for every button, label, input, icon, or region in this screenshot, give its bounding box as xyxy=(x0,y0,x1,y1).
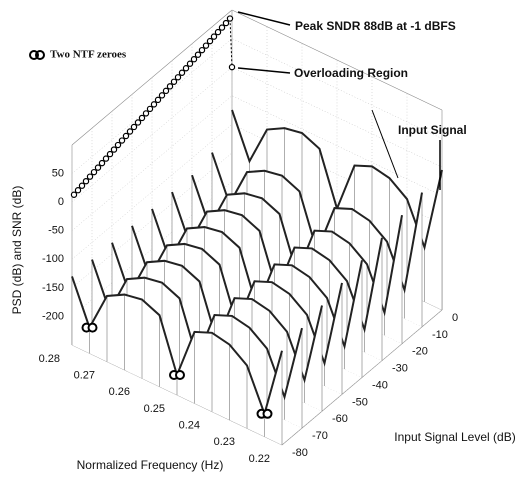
annotation: Peak SNDR 88dB at -1 dBFS xyxy=(295,19,456,33)
z-tick-label: 50 xyxy=(52,167,64,179)
snr-point xyxy=(219,25,224,30)
snr-point xyxy=(203,43,208,48)
z-tick-label: -200 xyxy=(42,310,64,322)
snr-point xyxy=(123,133,128,138)
snr-point xyxy=(227,16,232,21)
x-tick-label: 0.24 xyxy=(179,420,200,432)
snr-point xyxy=(215,29,220,34)
snr-point xyxy=(83,179,88,184)
y-tick-label: -30 xyxy=(392,363,408,375)
snr-point xyxy=(159,93,164,98)
snr-point xyxy=(111,147,116,152)
page: 500-50-100-150-2000.280.270.260.250.240.… xyxy=(0,0,522,479)
y-tick-label: -40 xyxy=(372,379,388,391)
snr-point xyxy=(171,79,176,84)
snr-point xyxy=(155,97,160,102)
snr-point xyxy=(187,61,192,66)
snr-point xyxy=(95,165,100,170)
z-tick-label: -100 xyxy=(42,253,64,265)
snr-point xyxy=(143,111,148,116)
snr-point xyxy=(223,20,228,25)
snr-point xyxy=(183,66,188,71)
snr-point xyxy=(195,52,200,57)
x-axis-label: Normalized Frequency (Hz) xyxy=(77,458,224,472)
legend-label: Two NTF zeroes xyxy=(50,49,127,61)
snr-point xyxy=(163,88,168,93)
snr-point xyxy=(99,161,104,166)
snr-point xyxy=(103,156,108,161)
annotation-arrow xyxy=(238,68,290,73)
snr-point xyxy=(115,142,120,147)
annotation: Input Signal xyxy=(398,123,467,137)
snr-point xyxy=(135,120,140,125)
snr-point xyxy=(151,102,156,107)
snr-point xyxy=(107,151,112,156)
snr-point xyxy=(167,84,172,89)
snr-point xyxy=(87,174,92,179)
snr-point xyxy=(147,106,152,111)
ntf-zero-marker xyxy=(176,371,184,379)
y-tick-label: -80 xyxy=(292,447,308,459)
snr-point xyxy=(91,170,96,175)
y-tick-label: -70 xyxy=(312,430,328,442)
z-tick-label: 0 xyxy=(58,196,64,208)
annotation-arrow xyxy=(238,12,290,25)
ntf-zero-marker xyxy=(89,324,97,332)
y-tick-label: -10 xyxy=(432,329,448,341)
snr-point xyxy=(79,183,84,188)
x-tick-label: 0.23 xyxy=(214,436,235,448)
y-tick-label: 0 xyxy=(452,312,458,324)
snr-point xyxy=(191,57,196,62)
x-tick-label: 0.28 xyxy=(39,353,60,365)
snr-point xyxy=(179,70,184,75)
snr-point xyxy=(139,115,144,120)
snr-point xyxy=(211,34,216,39)
snr-point xyxy=(131,124,136,129)
snr-point xyxy=(175,75,180,80)
x-tick-label: 0.22 xyxy=(249,453,270,465)
snr-point xyxy=(199,48,204,53)
legend: Two NTF zeroes xyxy=(30,49,127,61)
z-tick-label: -50 xyxy=(48,225,64,237)
annotation: Overloading Region xyxy=(294,66,408,80)
y-tick-label: -50 xyxy=(352,396,368,408)
ntf-zero-marker xyxy=(264,410,272,418)
x-tick-label: 0.27 xyxy=(74,370,95,382)
snr-point xyxy=(75,188,80,193)
y-tick-label: -60 xyxy=(332,413,348,425)
snr-point xyxy=(71,192,76,197)
z-tick-label: -150 xyxy=(42,282,64,294)
snr-point xyxy=(207,39,212,44)
chart: 500-50-100-150-2000.280.270.260.250.240.… xyxy=(0,0,522,479)
x-tick-label: 0.25 xyxy=(144,403,165,415)
snr-point xyxy=(127,129,132,134)
z-axis-label: PSD (dB) and SNR (dB) xyxy=(10,186,24,315)
y-tick-label: -20 xyxy=(412,346,428,358)
x-tick-label: 0.26 xyxy=(109,386,130,398)
snr-point xyxy=(229,65,234,70)
y-axis-label: Input Signal Level (dB) xyxy=(394,430,515,444)
snr-point xyxy=(119,138,124,143)
